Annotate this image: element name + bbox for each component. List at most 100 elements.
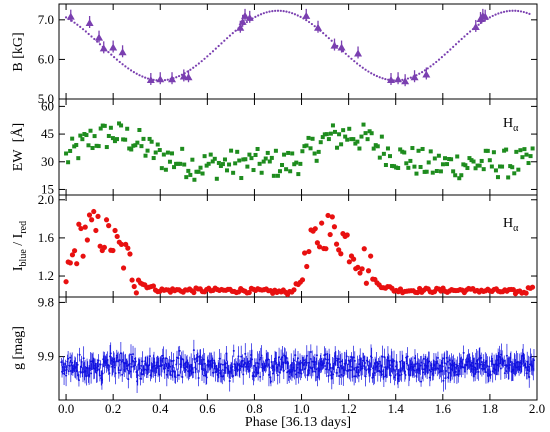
equivalent-width-point — [443, 156, 448, 161]
equivalent-width-point — [318, 140, 323, 145]
g-magnitude-point — [130, 365, 133, 368]
intensity-ratio-point — [150, 283, 156, 289]
magnetic-field-model-point — [141, 75, 144, 78]
equivalent-width-point — [220, 162, 225, 167]
magnetic-field-point — [184, 73, 193, 81]
magnetic-field-model-point — [211, 50, 215, 53]
equivalent-width-point — [485, 148, 490, 153]
panel-3-ylabel-main: I — [11, 266, 26, 271]
g-magnitude-point — [276, 374, 279, 377]
g-magnitude-point — [454, 370, 457, 373]
g-magnitude-point — [315, 354, 318, 357]
magnetic-field-model-point — [426, 67, 429, 70]
equivalent-width-point — [255, 146, 260, 151]
equivalent-width-point — [145, 148, 150, 153]
equivalent-width-point — [127, 146, 132, 151]
panel-2-ytick-label: 15 — [41, 181, 54, 196]
equivalent-width-point — [408, 158, 413, 163]
equivalent-width-point — [385, 146, 390, 151]
intensity-ratio-point — [103, 217, 110, 223]
equivalent-width-point — [438, 169, 443, 174]
g-magnitude-point — [442, 379, 445, 382]
g-magnitude-point — [258, 358, 261, 361]
magnetic-field-model-point — [223, 39, 226, 42]
magnetic-field-model-point — [341, 50, 345, 53]
magnetic-field-model-point — [508, 9, 511, 13]
magnetic-field-model-point — [84, 30, 87, 33]
intensity-ratio-point — [95, 213, 101, 219]
g-magnitude-point — [251, 358, 254, 361]
g-magnitude-point — [404, 373, 407, 376]
equivalent-width-point — [88, 128, 93, 133]
intensity-ratio-point — [74, 261, 80, 267]
equivalent-width-point — [377, 155, 382, 160]
magnetic-field-point — [337, 43, 346, 51]
intensity-ratio-point — [86, 212, 93, 218]
equivalent-width-point — [469, 158, 474, 163]
magnetic-field-point — [156, 75, 165, 83]
intensity-ratio-point — [191, 289, 197, 296]
g-magnitude-point — [275, 361, 278, 364]
equivalent-width-point — [314, 158, 319, 163]
intensity-ratio-point — [76, 221, 82, 227]
panel-2-ylabel: EW [Å] — [10, 123, 26, 171]
g-magnitude-point — [479, 363, 482, 366]
g-magnitude-point — [114, 372, 117, 375]
magnetic-field-model-point — [163, 79, 167, 82]
g-magnitude-point — [456, 364, 459, 367]
g-magnitude-point — [78, 353, 81, 356]
equivalent-width-point — [198, 165, 203, 170]
g-magnitude-point — [381, 355, 384, 358]
magnetic-field-model-point — [76, 23, 79, 26]
intensity-ratio-point — [82, 224, 88, 230]
g-magnitude-point — [237, 355, 240, 358]
equivalent-width-point — [347, 126, 352, 131]
magnetic-field-model-point — [322, 32, 325, 35]
g-magnitude-point — [221, 363, 224, 366]
magnetic-field-model-point — [525, 11, 528, 14]
g-magnitude-point — [428, 360, 431, 363]
equivalent-width-point — [522, 147, 527, 152]
magnetic-field-model-point — [274, 9, 277, 12]
g-magnitude-point — [400, 373, 403, 376]
g-magnitude-point — [491, 357, 494, 360]
panel-1-ytick-label: 7.0 — [38, 12, 54, 27]
equivalent-width-point — [306, 135, 311, 140]
magnetic-field-model-point — [463, 35, 466, 38]
equivalent-width-point — [253, 152, 258, 157]
magnetic-field-model-point — [121, 63, 124, 66]
g-magnitude-point — [288, 375, 291, 378]
equivalent-width-point — [143, 153, 148, 158]
magnetic-field-model-point — [401, 78, 404, 81]
magnetic-field-model-point — [409, 76, 412, 79]
intensity-ratio-point — [314, 240, 320, 246]
equivalent-width-point — [463, 163, 468, 168]
equivalent-width-point — [308, 146, 313, 151]
equivalent-width-point — [310, 136, 315, 141]
g-magnitude-point — [448, 359, 451, 362]
intensity-ratio-point — [118, 241, 125, 247]
equivalent-width-point — [147, 136, 152, 141]
magnetic-field-model-point — [276, 9, 280, 12]
g-magnitude-point — [129, 353, 132, 356]
magnetic-field-model-point — [517, 9, 520, 13]
intensity-ratio-point — [91, 208, 97, 215]
equivalent-width-point — [328, 131, 333, 136]
equivalent-width-point — [70, 136, 75, 141]
g-magnitude-point — [327, 374, 330, 377]
equivalent-width-point — [180, 146, 185, 151]
intensity-ratio-point — [365, 268, 372, 274]
g-magnitude-point — [184, 368, 187, 371]
magnetic-field-point — [66, 12, 75, 20]
equivalent-width-point — [139, 144, 144, 149]
intensity-ratio-point — [329, 214, 335, 220]
equivalent-width-point — [194, 169, 199, 174]
intensity-ratio-point — [304, 263, 310, 270]
equivalent-width-point — [371, 146, 376, 151]
magnetic-field-model-point — [423, 69, 427, 72]
g-magnitude-point — [464, 370, 467, 373]
equivalent-width-point — [506, 175, 511, 180]
panel-3-ylabel-mid: / I — [11, 233, 26, 249]
intensity-ratio-point — [106, 223, 112, 229]
equivalent-width-point — [471, 159, 476, 164]
